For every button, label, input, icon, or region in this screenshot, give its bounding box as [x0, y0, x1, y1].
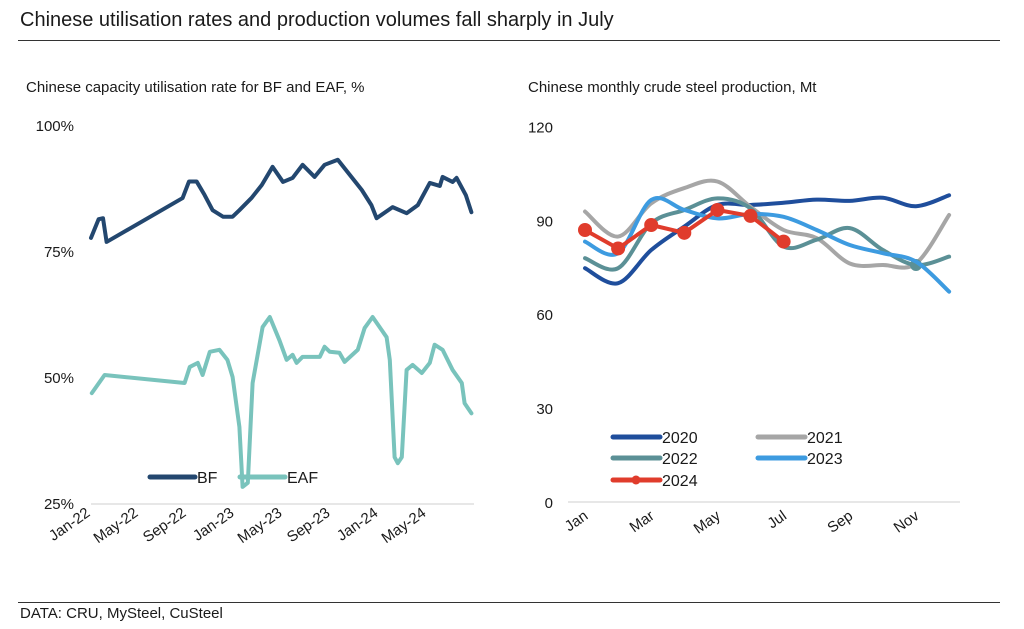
- legend-label-2021: 2021: [807, 430, 843, 447]
- data-point-2024: [743, 208, 758, 223]
- right-y-tick-label: 0: [545, 495, 553, 512]
- left-y-tick-label: 75%: [44, 244, 74, 261]
- title-divider: [18, 40, 1000, 41]
- right-x-tick-label: Jan: [562, 507, 592, 535]
- legend-label-2020: 2020: [662, 430, 698, 447]
- right-x-tick-label: Jul: [764, 507, 789, 532]
- right-x-tick-label: Sep: [824, 507, 856, 536]
- right-chart-title: Chinese monthly crude steel production, …: [528, 79, 817, 96]
- data-point-2024: [776, 234, 791, 249]
- source-note: DATA: CRU, MySteel, CuSteel: [20, 605, 223, 622]
- page-title: Chinese utilisation rates and production…: [20, 9, 614, 31]
- left-x-tick-label: May-23: [235, 504, 286, 547]
- left-x-tick-label: May-22: [91, 504, 142, 547]
- data-point-2024: [710, 202, 725, 217]
- series-line-2023: [583, 196, 952, 294]
- data-point-2024: [611, 241, 626, 256]
- right-y-tick-label: 90: [536, 213, 553, 230]
- right-y-tick-label: 60: [536, 307, 553, 324]
- left-x-tick-label: Jan-23: [190, 504, 237, 544]
- left-y-tick-label: 100%: [36, 118, 74, 135]
- footer-divider: [18, 602, 1000, 603]
- left-x-tick-label: Sep-22: [140, 504, 189, 546]
- left-x-tick-label: Sep-23: [284, 504, 333, 546]
- data-point-2024: [644, 217, 659, 232]
- legend-label-bf: BF: [197, 470, 218, 487]
- right-x-tick-label: May: [691, 507, 724, 537]
- left-chart-title: Chinese capacity utilisation rate for BF…: [26, 79, 365, 96]
- series-line-2020: [583, 193, 952, 286]
- left-x-tick-label: Jan-24: [334, 504, 381, 544]
- left-x-tick-label: May-24: [379, 504, 430, 547]
- right-x-tick-label: Mar: [627, 507, 658, 536]
- series-line-bf: [89, 157, 474, 244]
- right-y-tick-label: 120: [528, 119, 553, 136]
- left-y-tick-label: 50%: [44, 370, 74, 387]
- legend-label-eaf: EAF: [287, 470, 318, 487]
- series-line-2021: [583, 178, 952, 270]
- legend-label-2023: 2023: [807, 451, 843, 468]
- legend-marker-2024: [631, 475, 641, 485]
- legend-label-2024: 2024: [662, 473, 698, 490]
- right-x-tick-label: Nov: [891, 507, 923, 537]
- right-y-tick-label: 30: [536, 401, 553, 418]
- data-point-2024: [677, 225, 692, 240]
- series-line-eaf: [89, 315, 474, 489]
- legend-label-2022: 2022: [662, 451, 698, 468]
- data-point-2024: [578, 223, 592, 238]
- left-y-tick-label: 25%: [44, 496, 74, 513]
